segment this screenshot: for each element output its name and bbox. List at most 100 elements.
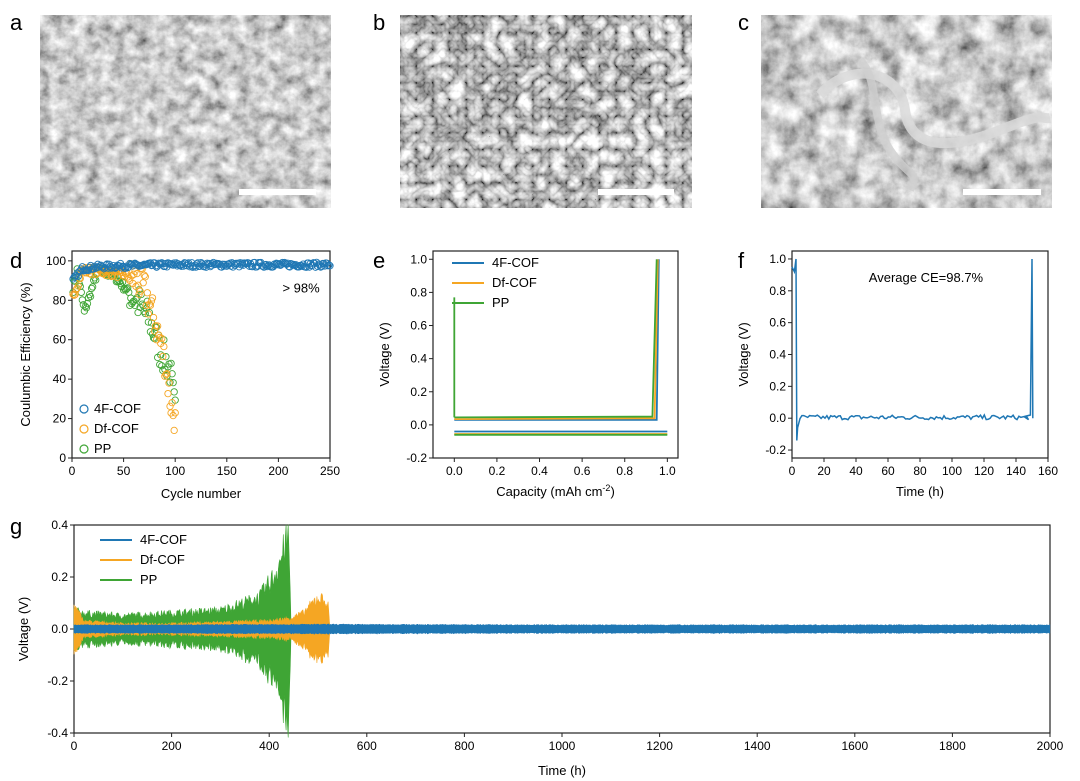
data-point-pp <box>118 278 127 286</box>
x-axis-label: Time (h) <box>538 763 586 778</box>
x-tick-label: 60 <box>881 464 895 478</box>
data-point-pp <box>157 351 165 359</box>
x-tick-label: 0.4 <box>531 464 548 478</box>
series-line-4f-cof <box>791 258 1034 441</box>
data-point-pp <box>83 299 92 308</box>
data-point-df-cof <box>149 313 158 322</box>
y-tick-label: 0.8 <box>769 284 786 298</box>
x-tick-label: 100 <box>165 464 185 478</box>
data-point-df-cof <box>171 409 179 417</box>
legend-label-df-cof: Df-COF <box>492 275 537 290</box>
y-tick-label: 80 <box>53 293 67 307</box>
y-tick-label: -0.2 <box>765 443 786 457</box>
data-point-df-cof <box>164 389 172 398</box>
x-tick-label: 200 <box>268 464 288 478</box>
legend-marker-pp <box>79 444 89 454</box>
sem-image-a <box>40 15 331 208</box>
x-axis-label: Cycle number <box>161 486 242 501</box>
data-point-pp <box>78 296 86 304</box>
y-tick-label: 1.0 <box>769 252 786 266</box>
y-tick-label: 0.2 <box>769 379 786 393</box>
y-tick-label: 0.6 <box>769 316 786 330</box>
annotation-average-ce: Average CE=98.7% <box>869 270 984 285</box>
data-point-pp <box>84 294 93 302</box>
x-axis-label-end: ) <box>610 484 614 499</box>
legend-label-df-cof: Df-COF <box>94 421 139 436</box>
x-tick-label: 160 <box>1038 464 1058 478</box>
x-tick-label: 800 <box>454 739 474 753</box>
y-tick-label: 0.0 <box>51 622 68 636</box>
data-point-4f-cof <box>220 262 228 270</box>
data-point-4f-cof <box>167 260 175 268</box>
data-point-df-cof <box>167 409 175 417</box>
y-tick-label: 0.8 <box>410 285 427 299</box>
x-tick-label: 80 <box>913 464 927 478</box>
data-point-df-cof <box>120 273 129 281</box>
data-point-4f-cof <box>248 262 257 271</box>
data-point-pp <box>87 284 96 293</box>
panel-label-a: a <box>10 10 23 35</box>
data-point-pp <box>115 278 124 286</box>
y-tick-label: 0.0 <box>410 418 427 432</box>
data-point-4f-cof <box>278 258 287 267</box>
data-point-df-cof <box>141 273 149 281</box>
legend-label-4f-cof: 4F-COF <box>94 401 141 416</box>
data-point-pp <box>169 378 177 387</box>
plot-frame <box>432 250 679 459</box>
sem-image-b <box>400 15 692 208</box>
x-tick-label: 1200 <box>646 739 673 753</box>
data-point-df-cof <box>132 282 140 291</box>
data-point-4f-cof <box>324 262 332 270</box>
y-tick-label: 0.6 <box>410 319 427 333</box>
x-tick-label: 140 <box>1006 464 1026 478</box>
y-tick-label: 0.4 <box>769 348 786 362</box>
x-axis-label-sup: -2 <box>602 483 610 493</box>
data-point-df-cof <box>130 270 138 278</box>
data-point-pp <box>145 308 154 317</box>
data-point-pp <box>166 378 174 386</box>
data-point-pp <box>162 353 170 361</box>
data-point-df-cof <box>170 426 178 435</box>
x-tick-label: 200 <box>162 739 182 753</box>
data-point-df-cof <box>148 294 157 302</box>
data-point-df-cof <box>136 287 144 295</box>
x-tick-label: 400 <box>259 739 279 753</box>
data-point-df-cof <box>133 269 141 278</box>
data-point-pp <box>132 295 140 304</box>
panel-label-c: c <box>738 10 749 35</box>
x-tick-label: 0.6 <box>574 464 591 478</box>
data-point-pp <box>88 283 97 291</box>
legend-marker-df-cof <box>79 424 89 434</box>
x-tick-label: 0.2 <box>489 464 506 478</box>
x-tick-label: 0 <box>71 739 78 753</box>
x-tick-label: 1800 <box>939 739 966 753</box>
data-point-4f-cof <box>326 262 334 270</box>
data-point-pp <box>82 304 91 312</box>
data-point-df-cof <box>143 289 151 297</box>
y-tick-label: 0.4 <box>51 518 68 532</box>
x-axis-label: Time (h) <box>896 484 944 499</box>
data-point-df-cof <box>158 334 166 343</box>
data-point-df-cof <box>139 279 147 287</box>
x-tick-label: 250 <box>320 464 340 478</box>
series-line-pp <box>454 259 658 419</box>
series-line-df-cof <box>454 259 659 420</box>
scale-bar-c <box>963 189 1041 195</box>
x-tick-label: 100 <box>942 464 962 478</box>
x-tick-label: 50 <box>117 464 131 478</box>
x-tick-label: 1000 <box>549 739 576 753</box>
data-point-pp <box>167 359 175 368</box>
x-tick-label: 40 <box>849 464 863 478</box>
legend-label-4f-cof: 4F-COF <box>492 255 539 270</box>
chart-coulombic-efficiency: 0 50 100 150 200 250 0 20 40 60 80 100 Cycle number C… <box>18 250 340 501</box>
scale-bar-b <box>598 189 674 195</box>
y-axis-label: Voltage (V) <box>736 322 751 386</box>
y-axis-label: Voltage (V) <box>377 322 392 386</box>
annotation-ce: > 98% <box>282 280 320 295</box>
panel-label-f: f <box>738 248 745 273</box>
y-tick-label: 100 <box>46 254 66 268</box>
data-point-pp <box>116 279 125 288</box>
panel-label-b: b <box>373 10 385 35</box>
data-point-df-cof <box>159 352 167 361</box>
